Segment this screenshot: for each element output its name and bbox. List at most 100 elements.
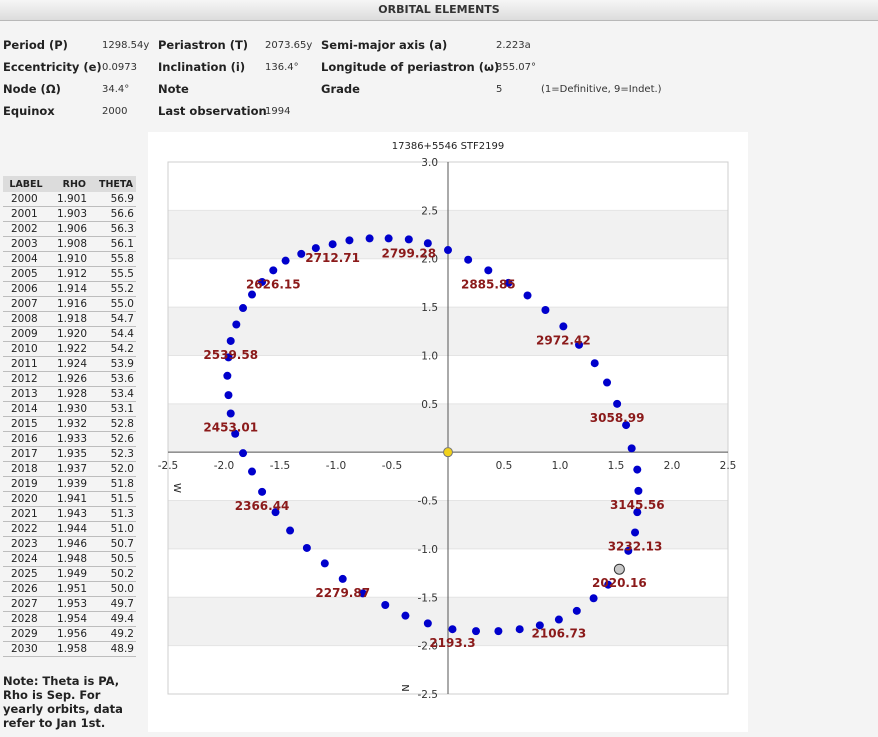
- cell-rho: 1.958: [49, 641, 89, 657]
- cell-label: 2007: [3, 296, 50, 312]
- periastron-label: Periastron (T): [158, 38, 249, 52]
- epoch-label: 2626.15: [246, 277, 301, 291]
- cell-rho: 1.943: [49, 506, 89, 522]
- epoch-label: 2972.42: [536, 333, 591, 347]
- orbit-point: [448, 625, 457, 634]
- cell-theta: 49.4: [89, 611, 136, 627]
- cell-theta: 50.0: [89, 581, 136, 597]
- cell-theta: 56.9: [89, 192, 136, 207]
- cell-rho: 1.903: [49, 206, 89, 222]
- table-row: 2006 1.914 55.2: [3, 281, 136, 297]
- cell-theta: 49.7: [89, 596, 136, 612]
- cell-rho: 1.918: [49, 311, 89, 327]
- table-row: 2018 1.937 52.0: [3, 461, 136, 477]
- longitude-periastron-label: Longitude of periastron (ω): [321, 60, 500, 74]
- orbit-point: [572, 606, 581, 615]
- orbit-point: [613, 399, 622, 408]
- x-tick-label: 1.0: [552, 460, 569, 472]
- cell-theta: 53.1: [89, 401, 136, 417]
- periastron-value: 2073.65y: [265, 40, 313, 51]
- axis-letter-w: W: [171, 483, 182, 493]
- table-row: 2009 1.920 54.4: [3, 326, 136, 342]
- orbit-point: [631, 528, 640, 537]
- orbit-plot: -2.5 -2.0 -1.5 -1.0 -0.5 0.5 1.0 1.5 2.0 2.5 3.0 2.…: [158, 141, 737, 701]
- epoch-label: 2020.16: [592, 576, 647, 590]
- orbit-point: [358, 589, 367, 598]
- orbit-point: [535, 621, 544, 630]
- orbit-point: [224, 353, 233, 362]
- x-tick-label: 1.5: [608, 460, 625, 472]
- cell-label: 2015: [3, 416, 50, 432]
- table-row: 2017 1.935 52.3: [3, 446, 136, 462]
- eccentricity-label: Eccentricity (e): [3, 60, 102, 74]
- cell-label: 2012: [3, 371, 50, 387]
- cell-rho: 1.946: [49, 536, 89, 552]
- cell-rho: 1.935: [49, 446, 89, 462]
- orbit-point: [554, 615, 563, 624]
- node-value: 34.4°: [102, 84, 130, 95]
- epoch-label: 2106.73: [532, 627, 587, 641]
- table-row: 2024 1.948 50.5: [3, 551, 136, 567]
- orbit-point: [248, 467, 256, 476]
- orbit-point: [281, 256, 290, 265]
- cell-label: 2017: [3, 446, 50, 462]
- axis-letter-n: N: [399, 684, 410, 691]
- cell-theta: 50.7: [89, 536, 136, 552]
- orbit-point: [328, 240, 337, 249]
- cell-rho: 1.941: [49, 491, 89, 507]
- grade-label: Grade: [321, 82, 360, 96]
- cell-label: 2006: [3, 281, 50, 297]
- orbit-point: [297, 249, 306, 258]
- cell-theta: 52.6: [89, 431, 136, 447]
- inclination-label: Inclination (i): [158, 60, 246, 74]
- y-tick-label: 2.0: [421, 254, 438, 266]
- cell-label: 2025: [3, 566, 50, 582]
- semimajor-label: Semi-major axis (a): [321, 38, 448, 52]
- cell-theta: 52.0: [89, 461, 136, 477]
- cell-rho: 1.930: [49, 401, 89, 417]
- orbit-point: [258, 487, 267, 496]
- cell-rho: 1.948: [49, 551, 89, 567]
- cell-label: 2024: [3, 551, 50, 567]
- table-row: 2029 1.956 49.2: [3, 626, 136, 642]
- y-tick-label: 1.5: [421, 302, 438, 314]
- cell-rho: 1.932: [49, 416, 89, 432]
- cell-rho: 1.914: [49, 281, 89, 297]
- cell-theta: 55.5: [89, 266, 136, 282]
- cell-theta: 51.3: [89, 506, 136, 522]
- cell-theta: 51.0: [89, 521, 136, 537]
- x-tick-label: 2.5: [720, 460, 737, 472]
- table-row: 2011 1.924 53.9: [3, 356, 136, 372]
- orbit-point: [231, 429, 240, 438]
- y-tick-label: -1.5: [418, 592, 439, 604]
- orbit-point: [589, 594, 598, 603]
- epoch-label: 3232.13: [608, 539, 663, 553]
- orbit-point: [444, 246, 452, 255]
- orbit-point: [423, 619, 432, 628]
- x-tick-label: -2.5: [158, 460, 179, 472]
- orbit-point: [226, 336, 235, 345]
- table-row: 2026 1.951 50.0: [3, 581, 136, 597]
- cell-theta: 53.6: [89, 371, 136, 387]
- cell-theta: 56.3: [89, 221, 136, 237]
- orbit-point: [423, 239, 432, 248]
- table-row: 2010 1.922 54.2: [3, 341, 136, 357]
- cell-rho: 1.910: [49, 251, 89, 267]
- y-tick-label: -2.5: [418, 689, 439, 701]
- orbit-point: [365, 234, 374, 243]
- orbit-point: [232, 320, 241, 329]
- orbit-point: [633, 508, 642, 517]
- orbit-point: [624, 546, 633, 555]
- primary-star: [443, 447, 453, 458]
- epoch-label: 3058.99: [590, 411, 645, 425]
- orbit-point: [271, 508, 280, 517]
- cell-rho: 1.928: [49, 386, 89, 402]
- cell-rho: 1.926: [49, 371, 89, 387]
- cell-rho: 1.916: [49, 296, 89, 312]
- cell-label: 2029: [3, 626, 50, 642]
- orbit-point: [575, 340, 584, 349]
- period-label: Period (P): [3, 38, 68, 52]
- cell-label: 2022: [3, 521, 50, 537]
- cell-theta: 49.2: [89, 626, 136, 642]
- equinox-label: Equinox: [3, 104, 55, 118]
